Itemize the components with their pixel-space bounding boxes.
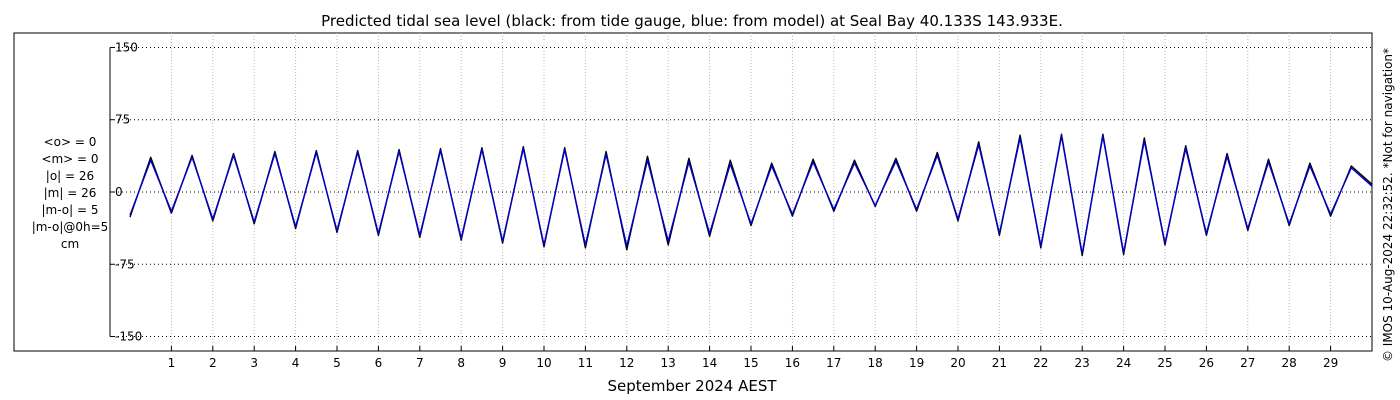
stat-mean-observed: <o> = 0 [44, 135, 97, 149]
stat-abs-observed: |o| = 26 [46, 169, 94, 183]
y-tick-label: 150 [115, 40, 138, 54]
x-tick-label: 12 [619, 356, 634, 370]
x-tick-label: 16 [785, 356, 800, 370]
stat-mean-model: <m> = 0 [41, 152, 98, 166]
x-tick-label: 13 [661, 356, 676, 370]
x-tick-label: 2 [209, 356, 217, 370]
y-tick-label: -75 [115, 257, 135, 271]
stat-units: cm [61, 237, 79, 251]
x-tick-label: 29 [1323, 356, 1338, 370]
x-tick-label: 11 [578, 356, 593, 370]
x-tick-label: 20 [950, 356, 965, 370]
chart-title: Predicted tidal sea level (black: from t… [321, 12, 1063, 30]
grid-layer [110, 33, 1372, 351]
x-tick-label: 1 [168, 356, 176, 370]
x-tick-label: 24 [1116, 356, 1131, 370]
x-tick-label: 6 [375, 356, 383, 370]
x-tick-label: 4 [292, 356, 300, 370]
x-tick-label: 10 [536, 356, 551, 370]
y-tick-label: 0 [115, 185, 123, 199]
plot-frame [13, 32, 1373, 352]
model-series-line [129, 135, 1373, 255]
x-tick-label: 3 [250, 356, 258, 370]
x-tick-label: 28 [1282, 356, 1297, 370]
x-tick-label: 22 [1033, 356, 1048, 370]
x-tick-label: 15 [743, 356, 758, 370]
x-tick-label: 21 [992, 356, 1007, 370]
x-tick-label: 23 [1075, 356, 1090, 370]
tide-gauge-series-line [129, 133, 1373, 257]
x-tick-label: 18 [868, 356, 883, 370]
stat-abs-diff: |m-o| = 5 [42, 203, 99, 217]
axis-layer: 1 2 3 4 5 6 7 8 9 10 11 12 13 14 15 16 17 18 19 20 21 22 23 24 2… [109, 40, 1338, 370]
imos-credit: © IMOS 10-Aug-2024 22:32:52. *Not for na… [1381, 48, 1395, 362]
x-tick-label: 27 [1240, 356, 1255, 370]
y-tick-label: -150 [115, 330, 142, 344]
x-tick-label: 26 [1199, 356, 1214, 370]
x-axis-label: September 2024 AEST [607, 377, 777, 395]
x-tick-label: 25 [1157, 356, 1172, 370]
stat-abs-diff-0h: |m-o|@0h=5 [32, 220, 109, 234]
series-layer [129, 133, 1373, 257]
x-tick-label: 9 [499, 356, 507, 370]
stats-block: <o> = 0 <m> = 0 |o| = 26 |m| = 26 |m-o| … [32, 135, 109, 251]
stat-abs-model: |m| = 26 [44, 186, 97, 200]
x-tick-label: 8 [457, 356, 465, 370]
x-tick-label: 19 [909, 356, 924, 370]
x-tick-label: 7 [416, 356, 424, 370]
x-tick-label: 14 [702, 356, 717, 370]
y-tick-label: 75 [115, 113, 130, 127]
x-tick-label: 17 [826, 356, 841, 370]
x-tick-label: 5 [333, 356, 341, 370]
